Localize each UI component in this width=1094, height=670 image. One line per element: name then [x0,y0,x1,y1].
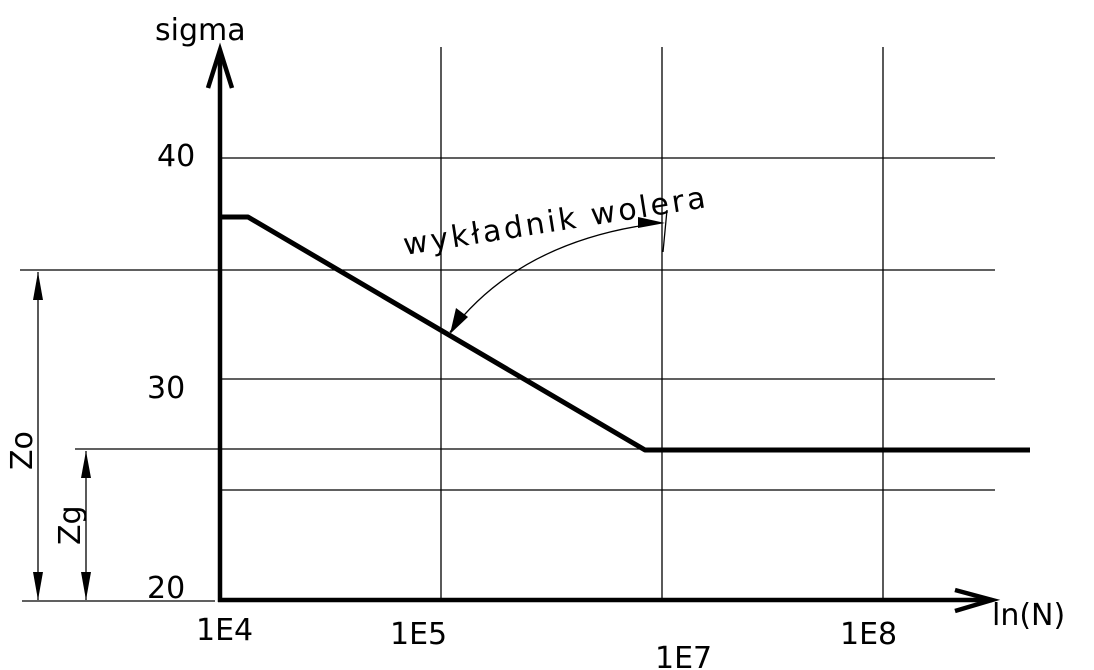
x-axis [218,587,1001,614]
y-tick-40: 40 [157,139,195,174]
y-axis [205,42,235,602]
zg-dimension [81,451,91,600]
x-tick-1e7: 1E7 [655,641,712,670]
annotation-arrow [449,209,668,334]
woehler-curve [220,214,1030,453]
y-axis-label: sigma [155,13,246,48]
x-axis-label: ln(N) [992,598,1065,633]
y-tick-30: 30 [147,371,185,406]
x-tick-1e8: 1E8 [840,617,897,652]
x-tick-1e5: 1E5 [390,617,447,652]
zg-label: Zg [53,505,88,545]
y-tick-20: 20 [147,571,185,606]
zo-dimension [33,272,43,600]
zo-label: Zo [5,431,40,470]
x-tick-1e4: 1E4 [196,613,253,648]
